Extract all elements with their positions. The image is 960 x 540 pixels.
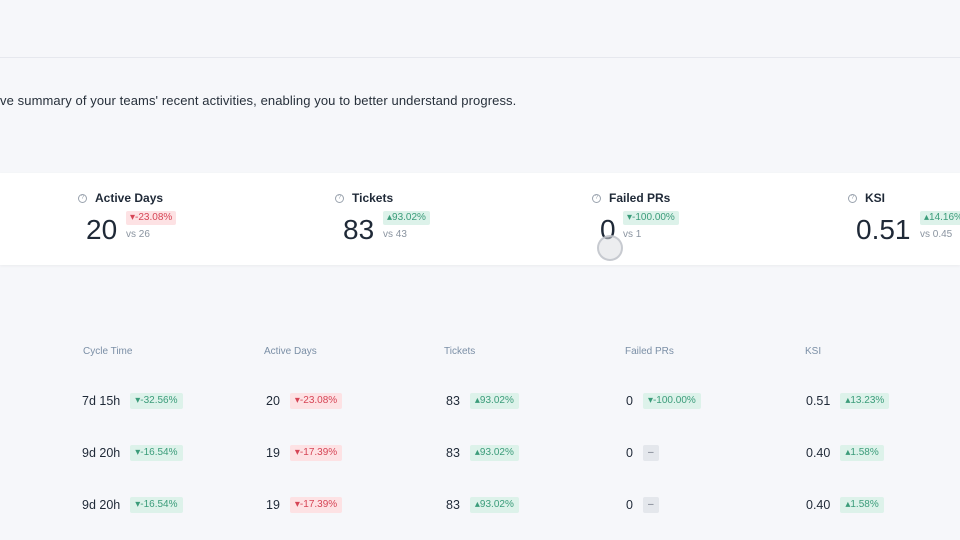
- delta-badge: ▴1.58%: [840, 497, 884, 513]
- cell-value: 19: [266, 498, 280, 512]
- stat-delta-badge: ▾-100.00%: [623, 211, 679, 225]
- delta-badge: ▾-16.54%: [130, 497, 183, 513]
- column-header-failed-prs[interactable]: Failed PRs: [625, 346, 674, 357]
- delta-badge: ▾-17.39%: [289, 497, 343, 513]
- stat-ksi[interactable]: ? KSI 0.51 ▴14.16% vs 0.45: [848, 173, 960, 265]
- cell-value: 0: [626, 394, 633, 408]
- stat-title: Active Days: [95, 191, 164, 205]
- stat-comparison: vs 43: [383, 229, 407, 240]
- delta-badge: ▴93.02%: [469, 393, 519, 409]
- delta-badge: ▾-17.39%: [289, 445, 343, 461]
- cell-value: 9d 20h: [82, 446, 121, 460]
- stat-delta-badge: ▾-23.08%: [126, 211, 177, 225]
- page-description: ve summary of your teams' recent activit…: [0, 93, 517, 108]
- table-cell: 0 –: [626, 444, 659, 462]
- cell-value: 0: [626, 446, 633, 460]
- delta-badge: –: [642, 497, 659, 513]
- delta-badge: ▴13.23%: [840, 393, 890, 409]
- table-row[interactable]: 9d 20h ▾-16.54% 19 ▾-17.39% 83 ▴93.02% 0…: [0, 496, 960, 526]
- stat-comparison: vs 26: [126, 229, 150, 240]
- column-header-ksi[interactable]: KSI: [805, 346, 822, 357]
- stat-tickets[interactable]: ? Tickets 83 ▴93.02% vs 43: [335, 173, 565, 265]
- table-cell: 0.40 ▴1.58%: [806, 444, 884, 462]
- stat-delta-badge: ▴14.16%: [920, 211, 960, 225]
- cell-value: 0.40: [806, 446, 831, 460]
- table-cell: 19 ▾-17.39%: [266, 496, 343, 514]
- table-row[interactable]: 7d 15h ▾-32.56% 20 ▾-23.08% 83 ▴93.02% 0…: [0, 392, 960, 422]
- stat-active-days[interactable]: ? Active Days 20 ▾-23.08% vs 26: [78, 173, 308, 265]
- stat-comparison: vs 1: [623, 229, 642, 240]
- delta-badge: –: [642, 445, 659, 461]
- table-row[interactable]: 9d 20h ▾-16.54% 19 ▾-17.39% 83 ▴93.02% 0…: [0, 444, 960, 474]
- column-header-cycle-time[interactable]: Cycle Time: [83, 346, 133, 357]
- cell-value: 83: [446, 446, 460, 460]
- delta-badge: ▾-23.08%: [289, 393, 343, 409]
- cell-value: 0: [626, 498, 633, 512]
- cell-value: 0.40: [806, 498, 831, 512]
- table-cell: 0.40 ▴1.58%: [806, 496, 884, 514]
- top-bar: [0, 0, 960, 58]
- table-cell: 83 ▴93.02%: [446, 392, 519, 410]
- column-header-active-days[interactable]: Active Days: [264, 346, 317, 357]
- stat-value: 20: [86, 214, 118, 245]
- delta-badge: ▾-16.54%: [130, 445, 183, 461]
- table-cell: 0 –: [626, 496, 659, 514]
- help-icon[interactable]: ?: [848, 193, 857, 203]
- table-cell: 19 ▾-17.39%: [266, 444, 343, 462]
- stat-title: Tickets: [352, 191, 394, 205]
- help-icon[interactable]: ?: [78, 193, 87, 203]
- cell-value: 83: [446, 394, 460, 408]
- stat-value: 0.51: [856, 214, 911, 245]
- delta-badge: ▴93.02%: [469, 445, 519, 461]
- stat-delta-badge: ▴93.02%: [383, 211, 430, 225]
- cell-value: 0.51: [806, 394, 831, 408]
- help-icon[interactable]: ?: [335, 193, 344, 203]
- table-cell: 7d 15h ▾-32.56%: [82, 392, 183, 410]
- stat-comparison: vs 0.45: [920, 229, 953, 240]
- delta-badge: ▾-100.00%: [642, 393, 701, 409]
- stat-title: Failed PRs: [609, 191, 671, 205]
- cell-value: 20: [266, 394, 280, 408]
- summary-stats-card: ? Active Days 20 ▾-23.08% vs 26 ? Ticket…: [0, 173, 960, 265]
- column-header-tickets[interactable]: Tickets: [444, 346, 476, 357]
- help-icon[interactable]: ?: [592, 193, 601, 203]
- stat-title: KSI: [865, 191, 886, 205]
- mouse-cursor-indicator: [597, 235, 623, 261]
- cell-value: 19: [266, 446, 280, 460]
- table-cell: 9d 20h ▾-16.54%: [82, 496, 183, 514]
- stat-failed-prs[interactable]: ? Failed PRs 0 ▾-100.00% vs 1: [592, 173, 822, 265]
- delta-badge: ▾-32.56%: [130, 393, 183, 409]
- table-cell: 83 ▴93.02%: [446, 444, 519, 462]
- table-cell: 83 ▴93.02%: [446, 496, 519, 514]
- cell-value: 9d 20h: [82, 498, 121, 512]
- cell-value: 7d 15h: [82, 394, 121, 408]
- stat-value: 83: [343, 214, 375, 245]
- table-cell: 9d 20h ▾-16.54%: [82, 444, 183, 462]
- table-cell: 20 ▾-23.08%: [266, 392, 343, 410]
- table-cell: 0 ▾-100.00%: [626, 392, 701, 410]
- delta-badge: ▴1.58%: [840, 445, 884, 461]
- delta-badge: ▴93.02%: [469, 497, 519, 513]
- cell-value: 83: [446, 498, 460, 512]
- table-cell: 0.51 ▴13.23%: [806, 392, 890, 410]
